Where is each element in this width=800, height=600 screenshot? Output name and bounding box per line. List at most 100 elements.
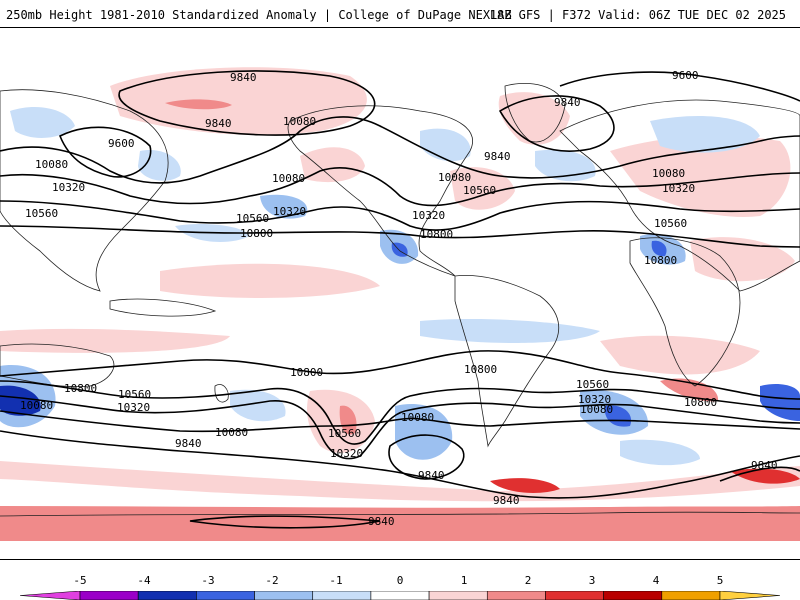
contour-label: 10800 — [464, 363, 497, 376]
contour-label: 10320 — [330, 447, 363, 460]
negative-anomaly-tropic-pacific — [420, 319, 600, 343]
contour-10560-north — [0, 200, 800, 231]
coastline-africa — [629, 237, 741, 387]
contour-label: 10560 — [463, 184, 496, 197]
contour-label: 9840 — [175, 437, 202, 450]
coastline-asia-west — [0, 89, 169, 292]
contour-10080-north — [0, 116, 800, 184]
colorbar-bin — [254, 591, 314, 600]
colorbar-bin — [428, 591, 488, 600]
colorbar-bin — [370, 591, 430, 600]
positive-anomaly-antarctic — [0, 506, 800, 541]
colorbar-arrow-high — [719, 591, 781, 600]
colorbar-tick-label: -2 — [265, 574, 279, 587]
contour-label: 10560 — [25, 207, 58, 220]
contour-label: 10800 — [290, 366, 323, 379]
contour-label: 10080 — [580, 403, 613, 416]
contour-label: 10560 — [654, 217, 687, 230]
coastline-antarctica — [0, 511, 800, 517]
negative-anomaly-wedell — [620, 439, 700, 466]
coastline-eurasia — [559, 99, 800, 292]
contour-label: 10080 — [652, 167, 685, 180]
contour-label: 10080 — [401, 411, 434, 424]
contour-label: 9840 — [751, 459, 778, 472]
coastline-south-america — [454, 275, 559, 448]
contour-label: 9840 — [418, 469, 445, 482]
positive-anomaly-south-band-w — [0, 328, 230, 353]
colorbar-bin — [137, 591, 197, 600]
positive-anomaly-npacific-core — [165, 99, 232, 110]
contour-label: 10800 — [684, 396, 717, 409]
coastline-new-zealand — [214, 384, 229, 403]
contour-10800-north — [0, 225, 800, 248]
contour-10320-north — [0, 167, 800, 207]
anomaly-shading — [0, 67, 800, 541]
negative-anomaly-hudson — [420, 128, 471, 162]
negative-anomaly-scandinavia — [650, 116, 760, 153]
contour-label: 10800 — [644, 254, 677, 267]
colorbar-bin — [486, 591, 546, 600]
contour-label: 9600 — [108, 137, 135, 150]
contour-label: 10080 — [35, 158, 68, 171]
colorbar-bin — [196, 591, 255, 600]
contour-label: 10320 — [662, 182, 695, 195]
positive-anomaly-southern-ocean — [0, 461, 800, 502]
contour-label: 10080 — [272, 172, 305, 185]
positive-anomaly-safrica-core — [660, 378, 719, 402]
negative-anomaly-gulf-alaska — [260, 194, 308, 219]
negative-anomaly-bering — [138, 150, 181, 181]
colorbar-tick-label: 2 — [524, 574, 532, 587]
negative-anomaly-nz — [230, 389, 286, 422]
positive-anomaly-tropics — [160, 263, 380, 298]
contour-label: 10800 — [420, 228, 453, 241]
contour-label: 9840 — [368, 515, 395, 528]
colorbar-tick-label: 3 — [588, 574, 596, 587]
colorbar-tick-label: 0 — [396, 574, 404, 587]
contour-label: 10560 — [236, 212, 269, 225]
contour-label: 10560 — [576, 378, 609, 391]
colorbar-tick-label: 4 — [652, 574, 660, 587]
positive-anomaly-npacific — [110, 67, 367, 136]
positive-anomaly-europe — [610, 135, 791, 217]
contour-9600-atlantic — [559, 71, 800, 102]
contour-label: 10560 — [328, 427, 361, 440]
contour-10320-south — [0, 395, 800, 460]
coastline-north-america — [287, 105, 473, 277]
contour-9840-antarctic — [189, 515, 381, 529]
contour-label: 10080 — [283, 115, 316, 128]
contour-label: 9840 — [493, 494, 520, 507]
anomaly-map: 9840 9840 9600 10080 10080 10320 10560 1… — [0, 27, 800, 560]
colorbar-tick-label: -4 — [137, 574, 151, 587]
negative-anomaly-australia-core — [0, 385, 41, 416]
contour-label: 10800 — [64, 382, 97, 395]
contour-label: 10320 — [578, 393, 611, 406]
colorbar-tick-label: -5 — [73, 574, 87, 587]
contour-label: 9840 — [230, 71, 257, 84]
anomaly-colorbar: -5 -4 -3 -2 -1 0 1 2 3 4 5 — [0, 570, 800, 600]
positive-anomaly-us-east — [450, 167, 515, 210]
negative-anomaly-indian-east — [760, 384, 800, 421]
contour-10560-south — [0, 380, 800, 445]
colorbar-tick-label: -3 — [201, 574, 215, 587]
contour-label: 9600 — [672, 69, 699, 82]
contour-label: 10320 — [52, 181, 85, 194]
contour-9600-pacific — [58, 126, 152, 178]
contour-label: 9840 — [554, 96, 581, 109]
contour-label: 10320 — [412, 209, 445, 222]
positive-anomaly-arabia — [690, 237, 795, 282]
contour-label: 10080 — [438, 171, 471, 184]
colorbar-bar — [19, 591, 781, 600]
contour-labels: 9840 9840 9600 10080 10080 10320 10560 1… — [20, 69, 778, 528]
colorbar-bin — [312, 591, 372, 600]
colorbar-tick-label: 1 — [460, 574, 468, 587]
contour-label: 10080 — [20, 399, 53, 412]
contour-10080-south — [0, 410, 800, 433]
colorbar-arrow-low — [19, 591, 81, 600]
height-contours — [0, 70, 800, 529]
positive-anomaly-drake-core — [490, 478, 560, 493]
coastlines — [0, 82, 800, 517]
positive-anomaly-spacific-core — [339, 405, 357, 435]
contour-label: 10080 — [215, 426, 248, 439]
colorbar-tick-label: -1 — [329, 574, 343, 587]
colorbar-tick-label: 5 — [716, 574, 724, 587]
